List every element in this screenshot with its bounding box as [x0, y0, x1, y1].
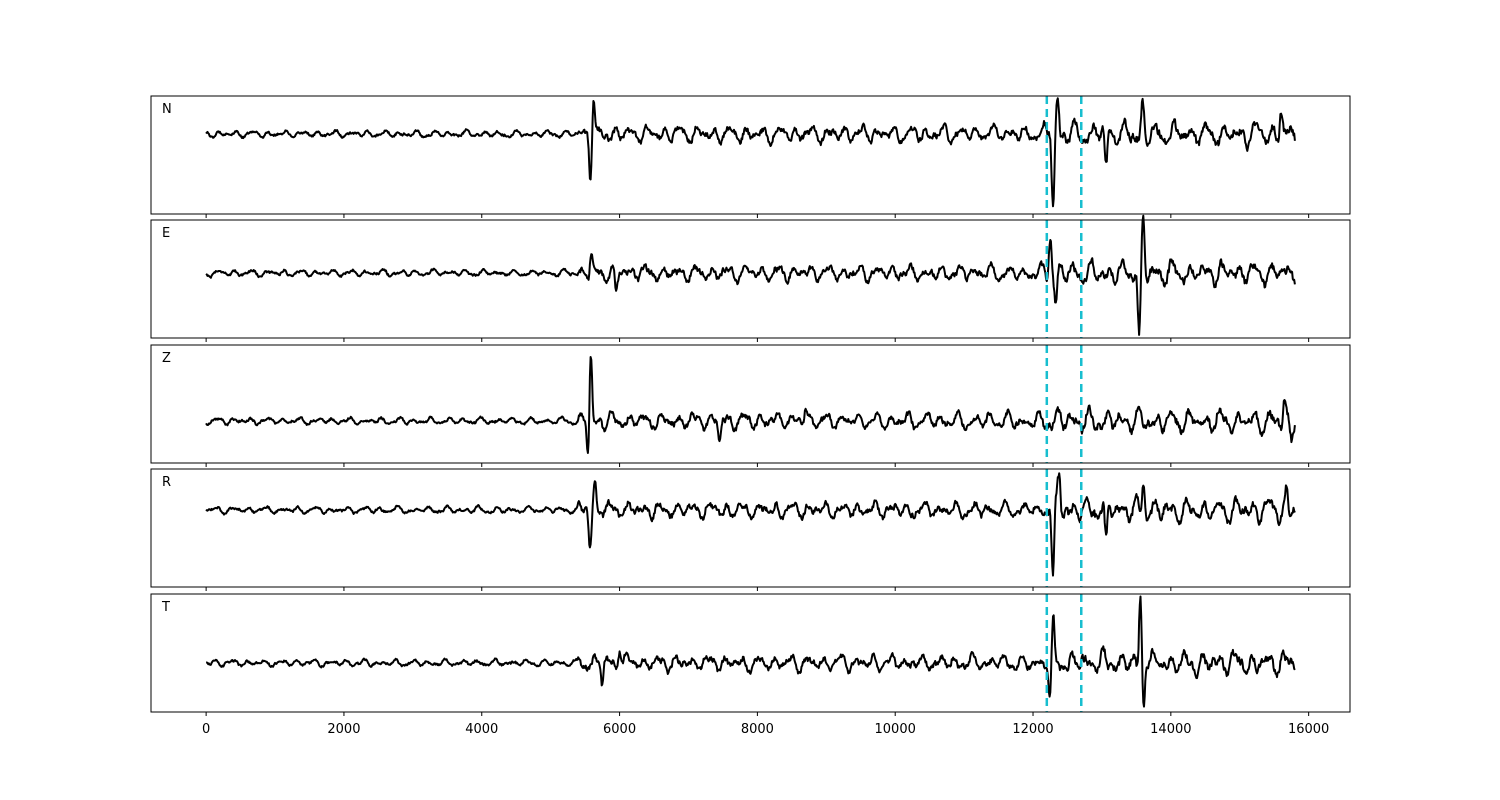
x-tick-label: 10000	[875, 722, 916, 737]
channel-label: T	[161, 600, 170, 615]
panel-frame	[150, 344, 1351, 464]
trace-n	[205, 97, 1296, 208]
x-tick-label: 0	[202, 722, 210, 737]
channel-label: E	[162, 226, 170, 241]
channel-label: Z	[162, 351, 171, 366]
panel-frame	[150, 468, 1351, 588]
panel-frame	[150, 593, 1351, 713]
panel-e: E	[150, 214, 1351, 342]
panel-z: Z	[150, 344, 1351, 467]
x-tick-label: 14000	[1150, 722, 1191, 737]
x-tick-label: 8000	[741, 722, 774, 737]
trace-z	[205, 356, 1296, 454]
trace-e	[205, 214, 1296, 336]
panels: N E Z R T	[150, 95, 1351, 716]
channel-label: R	[162, 475, 171, 490]
x-tick-label: 4000	[465, 722, 498, 737]
x-tick-label: 12000	[1012, 722, 1053, 737]
x-axis: 0 2000 4000 6000 8000 10000 12000 14000 16000	[202, 722, 1329, 737]
x-tick-label: 6000	[603, 722, 636, 737]
trace-r	[205, 472, 1296, 577]
panel-n: N	[150, 95, 1351, 218]
panel-frame	[150, 219, 1351, 339]
panel-t: T	[150, 593, 1351, 716]
trace-t	[205, 595, 1296, 708]
x-tick-label: 16000	[1288, 722, 1329, 737]
channel-label: N	[162, 102, 172, 117]
panel-r: R	[150, 468, 1351, 591]
panel-frame	[150, 95, 1351, 215]
x-tick-label: 2000	[327, 722, 360, 737]
